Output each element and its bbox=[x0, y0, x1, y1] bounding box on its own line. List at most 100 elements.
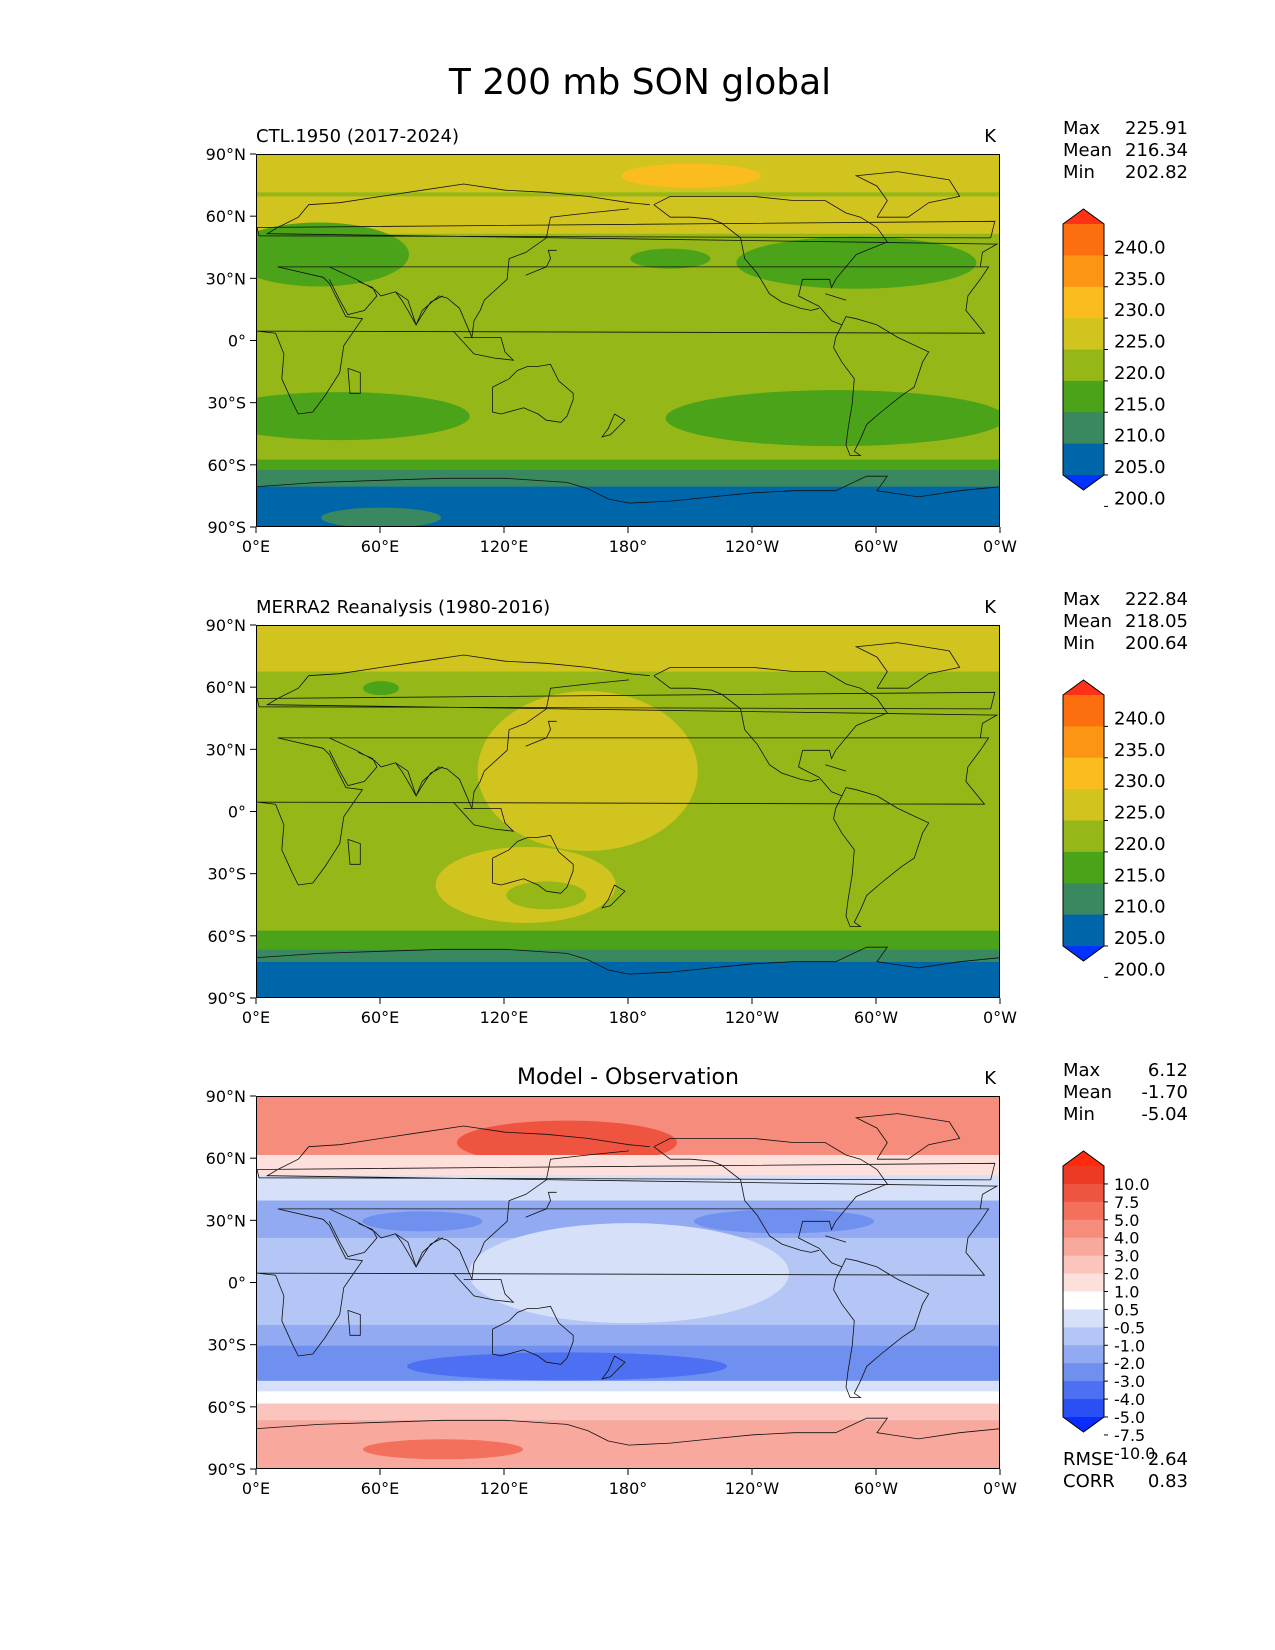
y-tick-label: 90°S bbox=[207, 989, 246, 1008]
colorbar-extend-min bbox=[1063, 475, 1104, 490]
colorbar-label: 205.0 bbox=[1114, 457, 1166, 478]
colorbar-swatch bbox=[1063, 1183, 1104, 1203]
colorbar-label: 210.0 bbox=[1114, 897, 1166, 918]
panel-title: MERRA2 Reanalysis (1980-2016) bbox=[256, 597, 550, 618]
colorbar-swatch bbox=[1063, 349, 1104, 382]
colorbar-label: -4.0 bbox=[1114, 1390, 1145, 1409]
colorbar-swatch bbox=[1063, 1201, 1104, 1221]
x-tick-label: 60°E bbox=[361, 1479, 399, 1498]
panel-units: K bbox=[984, 1068, 997, 1089]
x-tick-label: 120°E bbox=[480, 537, 529, 556]
colorbar-label: -5.0 bbox=[1114, 1408, 1145, 1427]
x-tick-label: 0°E bbox=[242, 1479, 270, 1498]
stat-value: 225.91 bbox=[1125, 118, 1188, 139]
field-anomaly bbox=[469, 1223, 789, 1324]
y-tick-label: 60°N bbox=[206, 678, 246, 697]
figure-title: T 200 mb SON global bbox=[448, 62, 831, 103]
coastline bbox=[257, 1113, 999, 1446]
colorbar-label: 240.0 bbox=[1114, 237, 1166, 258]
colorbar-swatch bbox=[1063, 1399, 1104, 1418]
coastline bbox=[257, 642, 999, 975]
x-tick-label: 180° bbox=[609, 1008, 648, 1027]
colorbar-swatch bbox=[1063, 1381, 1104, 1400]
y-tick-label: 90°N bbox=[206, 1087, 246, 1106]
panel-title: CTL.1950 (2017-2024) bbox=[256, 126, 459, 147]
x-tick-label: 180° bbox=[609, 1479, 648, 1498]
x-tick-label: 60°E bbox=[361, 537, 399, 556]
y-tick-label: 60°N bbox=[206, 207, 246, 226]
y-tick-label: 60°S bbox=[207, 927, 246, 946]
map-panel-3 bbox=[256, 1096, 1000, 1469]
panel-1: CTL.1950 (2017-2024) K 90°N 60°N 30°N 0° 30°S 6… bbox=[206, 118, 1188, 556]
y-tick-label: 60°S bbox=[207, 456, 246, 475]
field-band bbox=[257, 949, 999, 962]
stat-label: Max bbox=[1063, 1060, 1101, 1081]
y-tick-label: 60°S bbox=[207, 1398, 246, 1417]
field-band bbox=[257, 1380, 999, 1392]
field-anomaly bbox=[321, 507, 441, 526]
colorbar-label: -2.0 bbox=[1114, 1354, 1145, 1373]
x-tick-label: 120°W bbox=[725, 537, 780, 556]
colorbar-swatch bbox=[1063, 820, 1104, 853]
field-anomaly bbox=[363, 681, 399, 696]
panel-2: MERRA2 Reanalysis (1980-2016) K 90°N 60°N 30… bbox=[206, 589, 1188, 1027]
y-tick-label: 30°S bbox=[207, 394, 246, 413]
stat-value: 216.34 bbox=[1125, 140, 1188, 161]
colorbar-label: 230.0 bbox=[1114, 300, 1166, 321]
stat-label: RMSE bbox=[1063, 1449, 1114, 1470]
colorbar-swatch bbox=[1063, 757, 1104, 790]
colorbar-label: -7.5 bbox=[1114, 1426, 1145, 1445]
colorbar-label: 0.5 bbox=[1114, 1300, 1139, 1319]
stat-value: 6.12 bbox=[1148, 1060, 1188, 1081]
x-tick-label: 120°E bbox=[480, 1008, 529, 1027]
stat-value: 0.83 bbox=[1148, 1471, 1188, 1492]
stat-value: 200.64 bbox=[1125, 633, 1188, 654]
field-band bbox=[257, 1391, 999, 1404]
field-anomaly bbox=[457, 1120, 677, 1165]
x-tick-label: 0°W bbox=[983, 1479, 1017, 1498]
field-band bbox=[257, 1155, 999, 1176]
colorbar-swatch bbox=[1063, 1166, 1104, 1185]
field-anomaly bbox=[407, 1352, 727, 1381]
map-panel-1 bbox=[256, 154, 1000, 527]
colorbar-label: 215.0 bbox=[1114, 865, 1166, 886]
colorbar-swatch bbox=[1063, 224, 1104, 256]
colorbar: 240.0 235.0 230.0 225.0 220.0 215.0 210.0 205.0… bbox=[1062, 679, 1166, 980]
stat-label: Min bbox=[1063, 162, 1095, 183]
x-tick-label: 0°E bbox=[242, 1008, 270, 1027]
y-tick-label: 90°N bbox=[206, 145, 246, 164]
colorbar-swatch bbox=[1063, 695, 1104, 727]
colorbar-swatch bbox=[1063, 789, 1104, 821]
colorbar-label: 240.0 bbox=[1114, 708, 1166, 729]
colorbar-label: -10.0 bbox=[1114, 1444, 1155, 1463]
field-band bbox=[257, 1324, 999, 1346]
stat-label: Min bbox=[1063, 633, 1095, 654]
field-anomaly bbox=[506, 881, 587, 910]
colorbar-label: 3.0 bbox=[1114, 1247, 1139, 1266]
field-band bbox=[257, 469, 999, 487]
stat-label: Mean bbox=[1063, 1082, 1112, 1103]
colorbar-swatch bbox=[1063, 851, 1104, 884]
x-tick-label: 0°E bbox=[242, 537, 270, 556]
contour-field bbox=[257, 626, 999, 997]
field-band bbox=[257, 1403, 999, 1421]
field-anomaly bbox=[362, 1211, 483, 1232]
colorbar-swatch bbox=[1063, 1327, 1104, 1346]
y-tick-label: 30°N bbox=[206, 269, 246, 288]
colorbar-label: 235.0 bbox=[1114, 269, 1166, 290]
y-tick-label: 60°N bbox=[206, 1149, 246, 1168]
field-anomaly bbox=[630, 248, 711, 269]
stat-value: -1.70 bbox=[1141, 1082, 1188, 1103]
x-tick-label: 0°W bbox=[983, 1008, 1017, 1027]
stat-label: CORR bbox=[1063, 1471, 1115, 1492]
colorbar: 240.0 235.0 230.0 225.0 220.0 215.0 210.0 205.0… bbox=[1062, 208, 1166, 509]
colorbar-swatch bbox=[1063, 412, 1104, 445]
colorbar-swatch bbox=[1063, 883, 1104, 916]
colorbar-label: 10.0 bbox=[1114, 1175, 1150, 1194]
colorbar-swatch bbox=[1063, 1255, 1104, 1275]
colorbar-label: 4.0 bbox=[1114, 1229, 1139, 1248]
colorbar-label: 205.0 bbox=[1114, 928, 1166, 949]
x-tick-label: 120°W bbox=[725, 1008, 780, 1027]
y-tick-label: 90°S bbox=[207, 518, 246, 537]
